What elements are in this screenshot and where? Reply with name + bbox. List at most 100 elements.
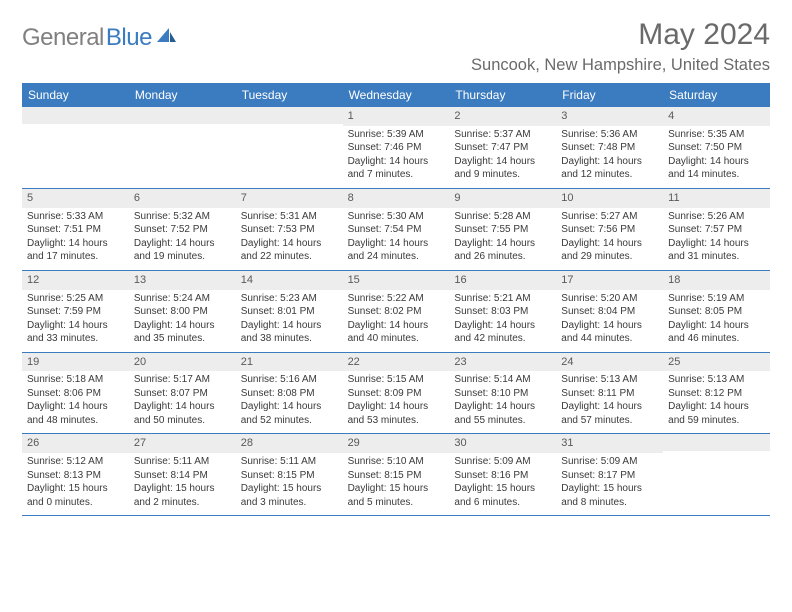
sunrise-text: Sunrise: 5:13 AM (561, 373, 658, 387)
sunset-text: Sunset: 7:51 PM (27, 223, 124, 237)
calendar-cell: 7Sunrise: 5:31 AMSunset: 7:53 PMDaylight… (236, 189, 343, 270)
cell-body: Sunrise: 5:20 AMSunset: 8:04 PMDaylight:… (556, 290, 663, 352)
daylight-text: Daylight: 14 hours and 42 minutes. (454, 319, 551, 346)
daylight-text: Daylight: 15 hours and 8 minutes. (561, 482, 658, 509)
cell-body: Sunrise: 5:23 AMSunset: 8:01 PMDaylight:… (236, 290, 343, 352)
daylight-text: Daylight: 15 hours and 5 minutes. (348, 482, 445, 509)
daylight-text: Daylight: 15 hours and 0 minutes. (27, 482, 124, 509)
sunset-text: Sunset: 8:10 PM (454, 387, 551, 401)
day-number: 12 (22, 271, 129, 290)
cell-body: Sunrise: 5:11 AMSunset: 8:15 PMDaylight:… (236, 453, 343, 515)
sunrise-text: Sunrise: 5:27 AM (561, 210, 658, 224)
daylight-text: Daylight: 14 hours and 7 minutes. (348, 155, 445, 182)
cell-body: Sunrise: 5:13 AMSunset: 8:11 PMDaylight:… (556, 371, 663, 433)
calendar-cell: 4Sunrise: 5:35 AMSunset: 7:50 PMDaylight… (663, 107, 770, 188)
sunset-text: Sunset: 8:04 PM (561, 305, 658, 319)
daylight-text: Daylight: 15 hours and 2 minutes. (134, 482, 231, 509)
sunset-text: Sunset: 7:56 PM (561, 223, 658, 237)
daylight-text: Daylight: 14 hours and 14 minutes. (668, 155, 765, 182)
sunset-text: Sunset: 7:50 PM (668, 141, 765, 155)
sunset-text: Sunset: 8:07 PM (134, 387, 231, 401)
day-number (236, 107, 343, 124)
sunrise-text: Sunrise: 5:26 AM (668, 210, 765, 224)
day-number: 3 (556, 107, 663, 126)
day-header-sunday: Sunday (22, 83, 129, 107)
calendar-cell (129, 107, 236, 188)
day-number: 24 (556, 353, 663, 372)
sunset-text: Sunset: 8:15 PM (348, 469, 445, 483)
calendar-cell: 18Sunrise: 5:19 AMSunset: 8:05 PMDayligh… (663, 271, 770, 352)
daylight-text: Daylight: 15 hours and 6 minutes. (454, 482, 551, 509)
cell-body: Sunrise: 5:27 AMSunset: 7:56 PMDaylight:… (556, 208, 663, 270)
cell-body: Sunrise: 5:39 AMSunset: 7:46 PMDaylight:… (343, 126, 450, 188)
cell-body: Sunrise: 5:18 AMSunset: 8:06 PMDaylight:… (22, 371, 129, 433)
calendar-cell: 24Sunrise: 5:13 AMSunset: 8:11 PMDayligh… (556, 353, 663, 434)
day-number (663, 434, 770, 451)
cell-body: Sunrise: 5:26 AMSunset: 7:57 PMDaylight:… (663, 208, 770, 270)
sunrise-text: Sunrise: 5:20 AM (561, 292, 658, 306)
calendar-cell (236, 107, 343, 188)
day-number: 9 (449, 189, 556, 208)
daylight-text: Daylight: 14 hours and 24 minutes. (348, 237, 445, 264)
day-number: 19 (22, 353, 129, 372)
sunset-text: Sunset: 7:52 PM (134, 223, 231, 237)
daylight-text: Daylight: 14 hours and 44 minutes. (561, 319, 658, 346)
cell-body: Sunrise: 5:32 AMSunset: 7:52 PMDaylight:… (129, 208, 236, 270)
sunrise-text: Sunrise: 5:11 AM (134, 455, 231, 469)
cell-body: Sunrise: 5:25 AMSunset: 7:59 PMDaylight:… (22, 290, 129, 352)
cell-body: Sunrise: 5:33 AMSunset: 7:51 PMDaylight:… (22, 208, 129, 270)
day-number: 13 (129, 271, 236, 290)
daylight-text: Daylight: 14 hours and 9 minutes. (454, 155, 551, 182)
calendar-cell: 2Sunrise: 5:37 AMSunset: 7:47 PMDaylight… (449, 107, 556, 188)
cell-body: Sunrise: 5:14 AMSunset: 8:10 PMDaylight:… (449, 371, 556, 433)
calendar-cell: 12Sunrise: 5:25 AMSunset: 7:59 PMDayligh… (22, 271, 129, 352)
day-number: 22 (343, 353, 450, 372)
day-number: 7 (236, 189, 343, 208)
cell-body: Sunrise: 5:35 AMSunset: 7:50 PMDaylight:… (663, 126, 770, 188)
daylight-text: Daylight: 14 hours and 48 minutes. (27, 400, 124, 427)
sunrise-text: Sunrise: 5:32 AM (134, 210, 231, 224)
day-number: 10 (556, 189, 663, 208)
day-number: 29 (343, 434, 450, 453)
daylight-text: Daylight: 14 hours and 17 minutes. (27, 237, 124, 264)
sunrise-text: Sunrise: 5:18 AM (27, 373, 124, 387)
daylight-text: Daylight: 14 hours and 50 minutes. (134, 400, 231, 427)
day-number: 2 (449, 107, 556, 126)
daylight-text: Daylight: 14 hours and 33 minutes. (27, 319, 124, 346)
daylight-text: Daylight: 14 hours and 35 minutes. (134, 319, 231, 346)
calendar-cell: 5Sunrise: 5:33 AMSunset: 7:51 PMDaylight… (22, 189, 129, 270)
day-number (129, 107, 236, 124)
sunrise-text: Sunrise: 5:16 AM (241, 373, 338, 387)
sunset-text: Sunset: 8:14 PM (134, 469, 231, 483)
calendar-cell: 23Sunrise: 5:14 AMSunset: 8:10 PMDayligh… (449, 353, 556, 434)
cell-body: Sunrise: 5:36 AMSunset: 7:48 PMDaylight:… (556, 126, 663, 188)
calendar-cell: 17Sunrise: 5:20 AMSunset: 8:04 PMDayligh… (556, 271, 663, 352)
calendar-cell: 13Sunrise: 5:24 AMSunset: 8:00 PMDayligh… (129, 271, 236, 352)
header: GeneralBlue May 2024 Suncook, New Hampsh… (22, 18, 770, 75)
sunrise-text: Sunrise: 5:09 AM (454, 455, 551, 469)
day-number: 8 (343, 189, 450, 208)
sunset-text: Sunset: 8:05 PM (668, 305, 765, 319)
daylight-text: Daylight: 14 hours and 55 minutes. (454, 400, 551, 427)
daylight-text: Daylight: 14 hours and 12 minutes. (561, 155, 658, 182)
sunset-text: Sunset: 8:13 PM (27, 469, 124, 483)
calendar-cell: 20Sunrise: 5:17 AMSunset: 8:07 PMDayligh… (129, 353, 236, 434)
sunset-text: Sunset: 8:12 PM (668, 387, 765, 401)
calendar: SundayMondayTuesdayWednesdayThursdayFrid… (22, 83, 770, 516)
calendar-cell: 6Sunrise: 5:32 AMSunset: 7:52 PMDaylight… (129, 189, 236, 270)
calendar-cell: 21Sunrise: 5:16 AMSunset: 8:08 PMDayligh… (236, 353, 343, 434)
calendar-cell: 26Sunrise: 5:12 AMSunset: 8:13 PMDayligh… (22, 434, 129, 515)
day-number: 26 (22, 434, 129, 453)
sunset-text: Sunset: 8:16 PM (454, 469, 551, 483)
sunset-text: Sunset: 8:00 PM (134, 305, 231, 319)
week-row: 1Sunrise: 5:39 AMSunset: 7:46 PMDaylight… (22, 107, 770, 189)
cell-body: Sunrise: 5:19 AMSunset: 8:05 PMDaylight:… (663, 290, 770, 352)
month-title: May 2024 (471, 18, 770, 52)
sunset-text: Sunset: 8:03 PM (454, 305, 551, 319)
calendar-cell: 30Sunrise: 5:09 AMSunset: 8:16 PMDayligh… (449, 434, 556, 515)
sunset-text: Sunset: 7:47 PM (454, 141, 551, 155)
calendar-cell: 11Sunrise: 5:26 AMSunset: 7:57 PMDayligh… (663, 189, 770, 270)
sunrise-text: Sunrise: 5:15 AM (348, 373, 445, 387)
day-number: 17 (556, 271, 663, 290)
cell-body: Sunrise: 5:11 AMSunset: 8:14 PMDaylight:… (129, 453, 236, 515)
